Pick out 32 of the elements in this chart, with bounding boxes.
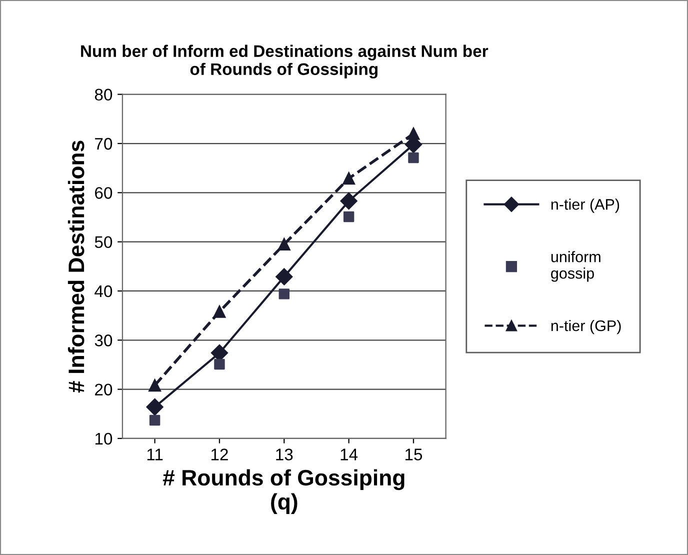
y-tick-label: 80	[94, 88, 112, 101]
point	[408, 152, 419, 164]
y-tick-label: 30	[94, 334, 112, 346]
legend-label: uniform gossip	[551, 251, 600, 282]
point	[278, 238, 290, 251]
x-tick-label: 11	[147, 448, 163, 460]
x-tick-label: 13	[276, 448, 293, 460]
point	[148, 379, 162, 392]
point	[146, 398, 164, 416]
point	[343, 211, 354, 222]
x-tick-label: 12	[211, 448, 228, 460]
y-tick-label: 40	[94, 285, 112, 298]
x-tick-label: 14	[340, 448, 358, 460]
point	[149, 414, 160, 426]
point	[407, 127, 420, 140]
y-axis-title: # Informed Destinations	[68, 140, 84, 393]
y-tick-label: 70	[95, 138, 112, 150]
chart-title: Num ber of Inform ed Destinations against Num ber of Rounds of Gossiping	[81, 44, 488, 78]
point	[213, 305, 226, 318]
point	[276, 268, 293, 286]
legend-label: n-tier (AP)	[551, 198, 620, 213]
y-tick-label: 50	[94, 236, 112, 248]
point	[340, 192, 358, 210]
point	[278, 288, 290, 300]
y-tick-label: 10	[95, 432, 112, 445]
legend-label: n-tier (GP)	[551, 320, 621, 334]
y-tick-label: 20	[95, 384, 112, 396]
y-tick-label: 60	[95, 187, 112, 199]
point	[214, 358, 225, 370]
point	[342, 172, 356, 185]
x-axis-title: # Rounds of Gossiping (q)	[162, 469, 404, 514]
x-tick-label: 15	[405, 448, 422, 460]
